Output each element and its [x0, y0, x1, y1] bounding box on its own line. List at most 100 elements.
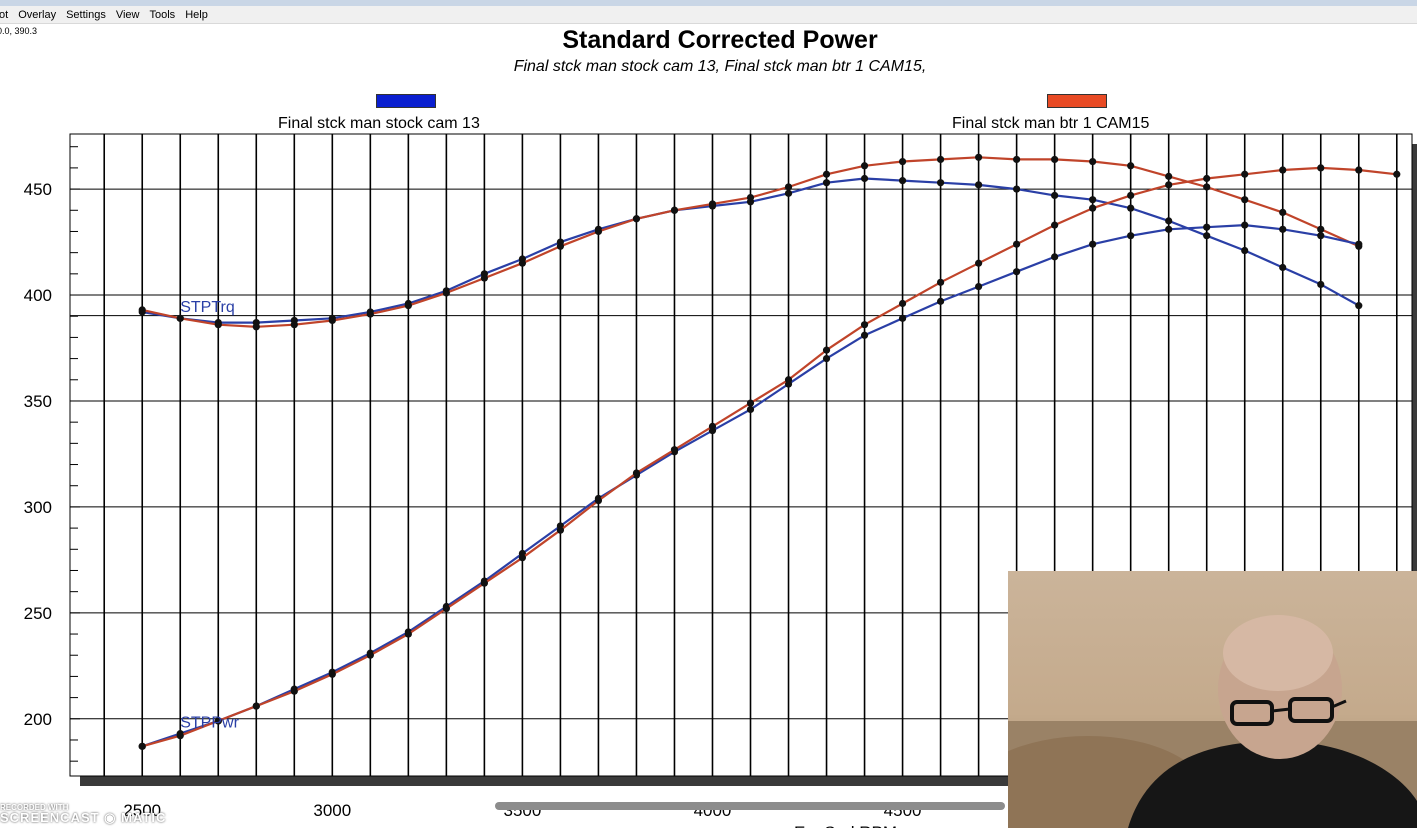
data-point: [290, 321, 298, 329]
data-point: [1165, 217, 1173, 225]
data-point: [480, 579, 488, 587]
legend-label-series-2: Final stck man btr 1 CAM15: [952, 115, 1150, 132]
legend-label-series-1: Final stck man stock cam 13: [278, 115, 480, 132]
menu-item-help[interactable]: Help: [185, 8, 208, 21]
data-point: [1013, 268, 1021, 276]
data-point: [1279, 166, 1287, 174]
data-point: [746, 193, 755, 202]
data-point: [138, 742, 146, 750]
data-point: [518, 554, 527, 562]
data-point: [1051, 191, 1059, 200]
data-point: [1317, 225, 1325, 233]
menu-item-view[interactable]: View: [115, 8, 140, 21]
data-point: [1317, 232, 1325, 240]
data-point: [1279, 263, 1287, 272]
x-axis-label: EngSpd RPM: [794, 823, 897, 828]
data-point: [442, 289, 450, 297]
data-point: [480, 274, 488, 282]
data-point: [1013, 240, 1021, 248]
data-point: [1355, 240, 1363, 248]
data-point: [1241, 196, 1249, 204]
menu-bar: ot Overlay Settings View Tools Help: [0, 6, 1417, 24]
data-point: [975, 153, 983, 161]
data-point: [708, 200, 717, 208]
data-point: [138, 306, 146, 314]
data-point: [1051, 155, 1059, 164]
data-point: [1355, 166, 1363, 174]
data-point: [784, 376, 793, 384]
data-point: [594, 227, 603, 236]
data-point: [670, 446, 679, 454]
data-point: [1317, 280, 1325, 289]
data-point: [860, 321, 869, 329]
data-point: [1089, 196, 1097, 204]
menu-item-tools[interactable]: Tools: [149, 8, 176, 21]
data-point: [1241, 246, 1249, 255]
series-annotation-label: STPTrq: [180, 299, 235, 316]
horizontal-scrollbar-thumb[interactable]: [495, 802, 1005, 810]
data-point: [784, 183, 793, 191]
data-point: [746, 405, 755, 414]
data-point: [670, 206, 679, 214]
data-point: [404, 630, 412, 638]
data-point: [1317, 164, 1325, 172]
window-title-bar: [0, 0, 1417, 6]
data-point: [822, 346, 831, 354]
cursor-coordinates: 0.0, 390.3: [0, 26, 38, 36]
chart-title: Standard Corrected Power: [562, 26, 878, 54]
data-point: [936, 179, 945, 187]
data-point: [214, 321, 222, 329]
data-point: [898, 177, 907, 185]
data-point: [1241, 221, 1249, 229]
y-tick-label: 250: [24, 604, 52, 623]
data-point: [1355, 302, 1363, 310]
data-point: [1051, 221, 1059, 229]
data-point: [898, 314, 907, 322]
data-point: [1051, 253, 1059, 261]
data-point: [1203, 223, 1211, 231]
x-tick-label: 2500: [123, 801, 161, 820]
data-point: [1127, 191, 1135, 200]
data-point: [860, 162, 869, 170]
data-point: [1165, 172, 1173, 180]
y-tick-label: 300: [24, 498, 52, 517]
data-point: [1127, 232, 1135, 240]
data-point: [176, 314, 184, 322]
screencast-watermark-logo: RECORDED WITH SCREENCAST ◉ MATIC: [0, 803, 167, 825]
data-point: [518, 259, 527, 267]
data-point: [822, 179, 831, 187]
legend-swatch-series-1: [376, 94, 436, 108]
data-point: [1127, 162, 1135, 170]
data-point: [1127, 204, 1135, 212]
data-point: [594, 496, 603, 505]
chart-subtitle: Final stck man stock cam 13, Final stck …: [513, 58, 927, 75]
data-point: [975, 181, 983, 189]
data-point: [746, 399, 755, 407]
data-point: [936, 297, 945, 305]
y-tick-label: 350: [24, 392, 52, 411]
data-point: [556, 526, 565, 534]
menu-item-plot[interactable]: ot: [0, 8, 9, 21]
data-point: [214, 717, 222, 725]
data-point: [822, 354, 831, 363]
data-point: [975, 259, 983, 267]
data-point: [632, 469, 641, 477]
data-point: [328, 316, 336, 325]
y-tick-label: 200: [24, 710, 52, 729]
legend-swatch-series-2: [1047, 94, 1107, 108]
data-point: [1203, 183, 1211, 191]
data-point: [290, 687, 298, 695]
data-point: [366, 651, 374, 659]
data-point: [556, 242, 565, 250]
menu-item-settings[interactable]: Settings: [66, 8, 106, 21]
data-point: [822, 170, 831, 178]
menu-item-overlay[interactable]: Overlay: [18, 8, 57, 21]
x-tick-label: 3000: [313, 801, 351, 820]
data-point: [404, 302, 412, 310]
data-point: [860, 331, 869, 339]
series-line-stppwr-2: [141, 166, 1397, 748]
data-point: [1279, 225, 1287, 233]
data-point: [252, 702, 260, 710]
y-tick-label: 400: [24, 286, 52, 305]
